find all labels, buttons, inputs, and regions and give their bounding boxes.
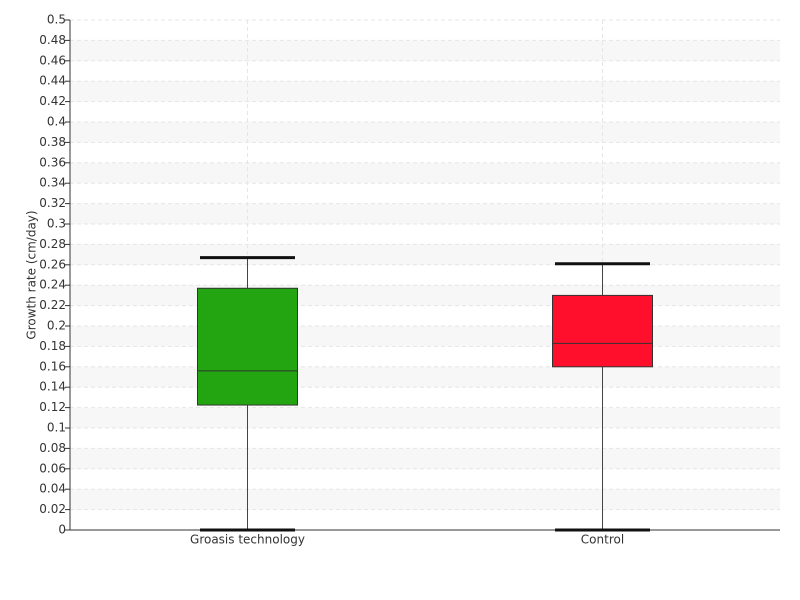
- y-tick-label: 0.24: [39, 278, 66, 292]
- y-tick-label: 0.14: [39, 380, 66, 394]
- y-tick-label: 0.3: [47, 217, 66, 231]
- y-tick-label: 0.1: [47, 421, 66, 435]
- y-tick-label: 0.44: [39, 74, 66, 88]
- y-tick-label: 0.36: [39, 155, 66, 169]
- y-tick-label: 0: [58, 523, 66, 537]
- grid-band: [70, 326, 780, 347]
- y-tick-label: 0.22: [39, 298, 66, 312]
- grid-band: [70, 81, 780, 102]
- y-tick-label: 0.5: [47, 13, 66, 27]
- grid-band: [70, 203, 780, 224]
- box: [552, 294, 653, 368]
- box: [197, 287, 298, 406]
- y-tick-label: 0.46: [39, 53, 66, 67]
- y-tick-label: 0.48: [39, 33, 66, 47]
- x-tick-label: Groasis technology: [190, 533, 305, 547]
- grid-band: [70, 366, 780, 388]
- grid-band: [70, 285, 780, 306]
- grid-band: [70, 448, 780, 469]
- grid-band: [70, 40, 780, 61]
- y-axis-label: Growth rate (cm/day): [25, 210, 39, 339]
- y-tick-label: 0.08: [39, 441, 66, 455]
- y-tick-label: 0.06: [39, 461, 66, 475]
- grid-band: [70, 162, 780, 184]
- y-tick-label: 0.2: [47, 319, 66, 333]
- y-tick-label: 0.02: [39, 502, 66, 516]
- y-tick-label: 0.42: [39, 94, 66, 108]
- y-tick-label: 0.4: [47, 115, 66, 129]
- y-tick-label: 0.16: [39, 359, 66, 373]
- y-tick-label: 0.26: [39, 257, 66, 271]
- y-tick-label: 0.32: [39, 196, 66, 210]
- y-tick-label: 0.28: [39, 237, 66, 251]
- grid-band: [70, 489, 780, 510]
- y-tick-label: 0.12: [39, 400, 66, 414]
- x-tick-label: Control: [581, 533, 624, 547]
- grid-band: [70, 122, 780, 143]
- grid-band: [70, 407, 780, 428]
- y-tick-label: 0.34: [39, 176, 66, 190]
- y-tick-label: 0.04: [39, 482, 66, 496]
- y-tick-label: 0.18: [39, 339, 66, 353]
- y-tick-label: 0.38: [39, 135, 66, 149]
- grid-band: [70, 244, 780, 265]
